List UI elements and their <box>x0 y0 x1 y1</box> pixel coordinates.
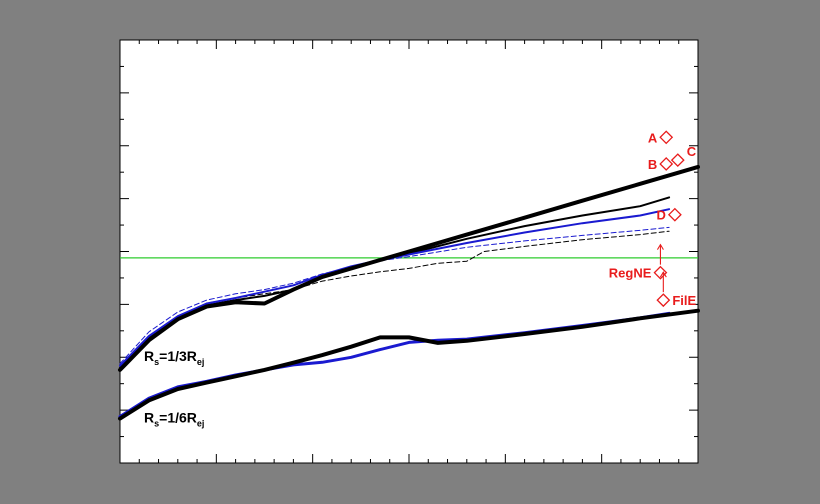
marker-diamond-file <box>656 293 671 308</box>
marker-label-d: D <box>656 208 665 223</box>
axis-ticks <box>119 39 699 464</box>
series-line-lower-5 <box>118 308 700 421</box>
curve-annotation-1: Rs=1/6Rej <box>144 409 204 428</box>
series-line-upper-2 <box>119 208 671 367</box>
marker-layer: AB C D RegNE FilE <box>609 130 697 308</box>
series-layer <box>118 164 700 421</box>
marker-label-file: FilE <box>672 293 696 308</box>
marker-label-a: A <box>648 130 658 145</box>
annotation-layer: Rs=1/3Rej Rs=1/6Rej <box>144 348 204 428</box>
marker-label-regne: RegNE <box>609 266 652 281</box>
marker-diamond-d <box>667 207 682 222</box>
curve-annotation-0: Rs=1/3Rej <box>144 348 204 367</box>
series-line-upper-4 <box>119 230 670 367</box>
upper-limit-arrowhead-file <box>659 271 667 278</box>
marker-label-b: B <box>648 157 657 172</box>
marker-diamond-b <box>659 157 674 171</box>
marker-diamond-regne <box>653 265 668 280</box>
series-line-upper-0 <box>118 164 700 372</box>
marker-diamond-a <box>659 130 674 145</box>
upper-limit-arrowhead-regne <box>656 243 664 250</box>
marker-label-c: C <box>687 144 697 159</box>
marker-diamond-c <box>670 153 685 168</box>
